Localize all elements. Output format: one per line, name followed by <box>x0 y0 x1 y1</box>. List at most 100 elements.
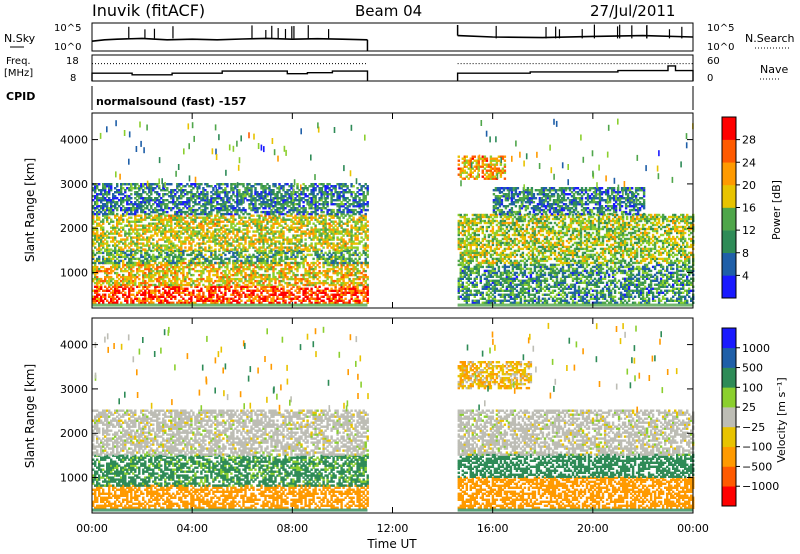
range-cell <box>108 279 111 283</box>
range-cell <box>350 295 353 298</box>
range-cell <box>158 185 161 188</box>
range-cell <box>108 244 111 247</box>
range-cell <box>226 287 229 290</box>
range-cell <box>158 265 161 269</box>
range-cell <box>352 299 355 302</box>
range-cell <box>214 291 217 294</box>
range-cell <box>162 295 165 298</box>
range-cell <box>222 299 225 302</box>
range-cell <box>366 234 369 237</box>
noise-left-label: N.Sky <box>4 32 36 45</box>
range-cell <box>100 285 103 288</box>
range-cell <box>304 289 307 292</box>
range-cell <box>164 263 167 267</box>
range-cell <box>314 297 317 300</box>
range-cell <box>140 299 143 302</box>
range-cell <box>146 291 149 294</box>
noise-panel: N.Sky 10^5 10^0 10^5 10^0 N.Search <box>4 22 795 53</box>
range-cell <box>240 289 243 292</box>
range-cell <box>122 259 125 263</box>
range-cell <box>270 297 273 300</box>
range-cell <box>166 261 169 265</box>
range-cell <box>342 291 345 294</box>
range-cell <box>284 301 287 304</box>
range-cell <box>160 299 163 302</box>
range-cell <box>144 265 147 269</box>
range-cell <box>128 287 131 290</box>
range-cell <box>180 283 183 287</box>
range-cell <box>162 273 165 277</box>
range-cell <box>214 299 217 302</box>
range-cell <box>150 301 153 304</box>
range-cell <box>366 228 369 231</box>
range-cell <box>200 295 203 298</box>
range-cell <box>266 291 269 294</box>
range-cell <box>360 293 363 296</box>
range-cell <box>268 295 271 298</box>
range-cell <box>98 287 101 290</box>
range-cell <box>146 299 149 302</box>
range-cell <box>130 265 133 269</box>
range-cell <box>102 301 105 304</box>
range-cell <box>114 301 117 304</box>
range-cell <box>208 295 211 298</box>
range-cell <box>166 271 169 275</box>
range-cell <box>300 230 303 233</box>
range-cell <box>298 295 301 298</box>
range-cell <box>282 295 285 298</box>
range-cell <box>134 261 137 265</box>
range-cell <box>110 261 113 265</box>
range-cell <box>282 289 285 292</box>
range-cell <box>236 285 239 288</box>
range-cell <box>152 291 155 294</box>
range-cell <box>130 279 133 283</box>
range-cell <box>92 295 95 298</box>
range-cell <box>134 297 137 300</box>
frequency-left-label-units: [MHz] <box>4 68 33 79</box>
range-cell <box>218 299 221 302</box>
range-cell <box>104 277 107 281</box>
range-cell <box>96 279 99 283</box>
range-cell <box>148 267 151 271</box>
range-cell <box>122 193 125 196</box>
range-cell <box>134 277 137 281</box>
range-cell <box>298 285 301 288</box>
range-cell <box>276 297 279 300</box>
range-cell <box>158 283 161 287</box>
range-cell <box>160 275 163 279</box>
range-cell <box>344 289 347 292</box>
range-cell <box>358 289 361 292</box>
range-cell <box>366 285 369 288</box>
range-cell <box>294 295 297 298</box>
range-cell <box>224 293 227 296</box>
range-cell <box>332 289 335 292</box>
range-cell <box>348 301 351 304</box>
range-cell <box>240 295 243 298</box>
range-cell <box>136 293 139 296</box>
range-cell <box>176 275 179 279</box>
range-cell <box>324 293 327 296</box>
range-cell <box>262 299 265 302</box>
range-cell <box>104 267 107 271</box>
range-cell <box>144 267 147 271</box>
range-cell <box>300 273 303 277</box>
range-cell <box>250 285 253 288</box>
range-cell <box>108 271 111 275</box>
range-cell <box>240 242 243 245</box>
range-cell <box>356 299 359 302</box>
range-cell <box>94 289 97 292</box>
range-cell <box>178 285 181 288</box>
range-cell <box>230 297 233 300</box>
range-cell <box>132 299 135 302</box>
range-cell <box>344 301 347 304</box>
range-cell <box>176 301 179 304</box>
range-cell <box>182 279 185 283</box>
range-cell <box>128 283 131 287</box>
range-cell <box>322 299 325 302</box>
range-cell <box>348 285 351 288</box>
range-cell <box>128 275 131 279</box>
date-label: 27/Jul/2011 <box>590 2 675 20</box>
range-cell <box>170 287 173 290</box>
range-cell <box>186 273 189 277</box>
range-cell <box>114 293 117 296</box>
